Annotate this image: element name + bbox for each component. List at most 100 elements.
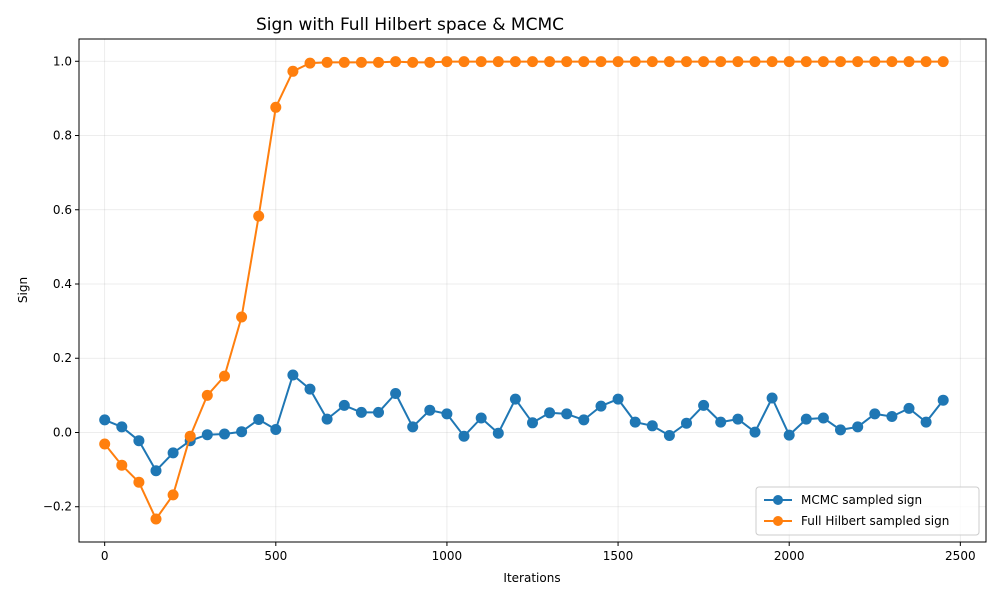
plot-frame	[78, 38, 987, 543]
x-tick-label: 2000	[774, 549, 805, 563]
y-tick-label: −0.2	[43, 500, 72, 514]
data-point-full-hilbert	[578, 56, 590, 68]
data-point-full-hilbert	[201, 389, 213, 401]
data-point-full-hilbert	[595, 56, 607, 68]
series-mcmc	[99, 369, 949, 477]
data-point-mcmc	[355, 406, 367, 418]
data-point-full-hilbert	[766, 56, 778, 68]
x-axis-label: Iterations	[503, 571, 560, 585]
data-point-mcmc	[509, 393, 521, 405]
y-tick-label: 0.8	[53, 129, 72, 143]
data-point-mcmc	[783, 429, 795, 441]
data-point-full-hilbert	[646, 56, 658, 68]
y-axis-label: Sign	[16, 277, 30, 303]
data-point-mcmc	[150, 465, 162, 477]
data-point-full-hilbert	[219, 370, 230, 382]
data-point-full-hilbert	[561, 56, 573, 68]
data-point-full-hilbert	[338, 56, 350, 68]
data-point-mcmc	[749, 426, 761, 438]
y-tick-label: 0.2	[53, 351, 72, 365]
grid	[79, 39, 986, 542]
data-point-full-hilbert	[852, 56, 864, 68]
data-point-full-hilbert	[475, 56, 487, 68]
chart-title: Sign with Full Hilbert space & MCMC	[256, 15, 564, 35]
data-point-full-hilbert	[629, 56, 641, 68]
data-point-mcmc	[544, 407, 556, 419]
data-point-full-hilbert	[458, 56, 470, 68]
data-point-full-hilbert	[236, 311, 248, 323]
data-point-full-hilbert	[663, 56, 675, 68]
data-point-mcmc	[390, 388, 402, 399]
data-point-mcmc	[800, 413, 812, 425]
data-point-full-hilbert	[715, 56, 727, 68]
data-point-mcmc	[304, 383, 316, 395]
data-point-full-hilbert	[116, 459, 128, 471]
series-line-mcmc	[104, 374, 944, 472]
data-point-full-hilbert	[527, 56, 538, 68]
data-point-mcmc	[663, 430, 675, 441]
data-point-mcmc	[732, 413, 744, 425]
data-point-full-hilbert	[544, 56, 556, 68]
data-point-mcmc	[681, 417, 692, 429]
data-point-full-hilbert	[749, 56, 761, 68]
data-point-mcmc	[99, 414, 111, 426]
data-point-full-hilbert	[817, 56, 829, 68]
data-point-mcmc	[373, 406, 384, 418]
legend: MCMC sampled sign Full Hilbert sampled s…	[755, 486, 980, 536]
data-point-mcmc	[920, 416, 932, 428]
data-point-mcmc	[441, 408, 453, 420]
data-point-mcmc	[595, 400, 607, 412]
data-point-mcmc	[869, 408, 881, 420]
data-point-full-hilbert	[612, 56, 624, 68]
data-point-full-hilbert	[373, 56, 384, 68]
data-point-full-hilbert	[184, 430, 196, 442]
data-point-mcmc	[133, 435, 145, 447]
data-point-mcmc	[561, 408, 573, 420]
data-point-mcmc	[886, 411, 898, 422]
data-point-full-hilbert	[133, 476, 145, 488]
data-point-full-hilbert	[783, 56, 795, 68]
data-point-full-hilbert	[509, 56, 521, 68]
data-point-mcmc	[698, 399, 710, 411]
data-point-full-hilbert	[835, 56, 846, 68]
data-point-full-hilbert	[287, 65, 299, 77]
data-point-mcmc	[715, 416, 727, 428]
data-point-mcmc	[167, 447, 179, 459]
series-line-full-hilbert	[103, 60, 944, 520]
data-point-mcmc	[578, 414, 590, 426]
x-tick-label: 500	[264, 549, 287, 563]
data-point-mcmc	[458, 430, 470, 442]
data-point-mcmc	[612, 393, 624, 405]
data-point-full-hilbert	[270, 101, 282, 113]
data-point-full-hilbert	[253, 210, 265, 222]
data-point-full-hilbert	[355, 56, 367, 68]
data-point-mcmc	[937, 394, 949, 406]
x-tick-label: 1000	[432, 549, 463, 563]
data-point-mcmc	[116, 421, 128, 433]
data-point-full-hilbert	[424, 56, 436, 68]
data-point-mcmc	[287, 369, 299, 381]
legend-label-mcmc: MCMC sampled sign	[801, 493, 922, 507]
data-point-mcmc	[253, 414, 265, 425]
y-tick-label: 0.6	[53, 203, 72, 217]
data-point-mcmc	[492, 427, 504, 439]
data-point-full-hilbert	[99, 438, 111, 450]
ticks: 0 500 1000 1500 2000 2500 −0.2 0.0 0.2 0.4 0.6 0.8 1…	[43, 54, 976, 563]
data-point-mcmc	[338, 399, 350, 411]
data-point-full-hilbert	[681, 56, 692, 68]
data-point-mcmc	[201, 429, 213, 441]
data-point-full-hilbert	[800, 56, 812, 68]
x-tick-label: 0	[101, 549, 109, 563]
data-point-mcmc	[852, 421, 864, 433]
data-point-full-hilbert	[492, 56, 504, 68]
data-point-mcmc	[835, 424, 846, 436]
data-point-full-hilbert	[732, 56, 744, 68]
data-point-full-hilbert	[869, 56, 881, 68]
data-point-full-hilbert	[304, 57, 316, 69]
legend-label-full-hilbert: Full Hilbert sampled sign	[801, 514, 949, 528]
y-tick-label: 0.4	[53, 277, 72, 291]
x-tick-label: 1500	[603, 549, 634, 563]
series-full-hilbert	[99, 56, 949, 525]
data-point-mcmc	[219, 428, 230, 440]
